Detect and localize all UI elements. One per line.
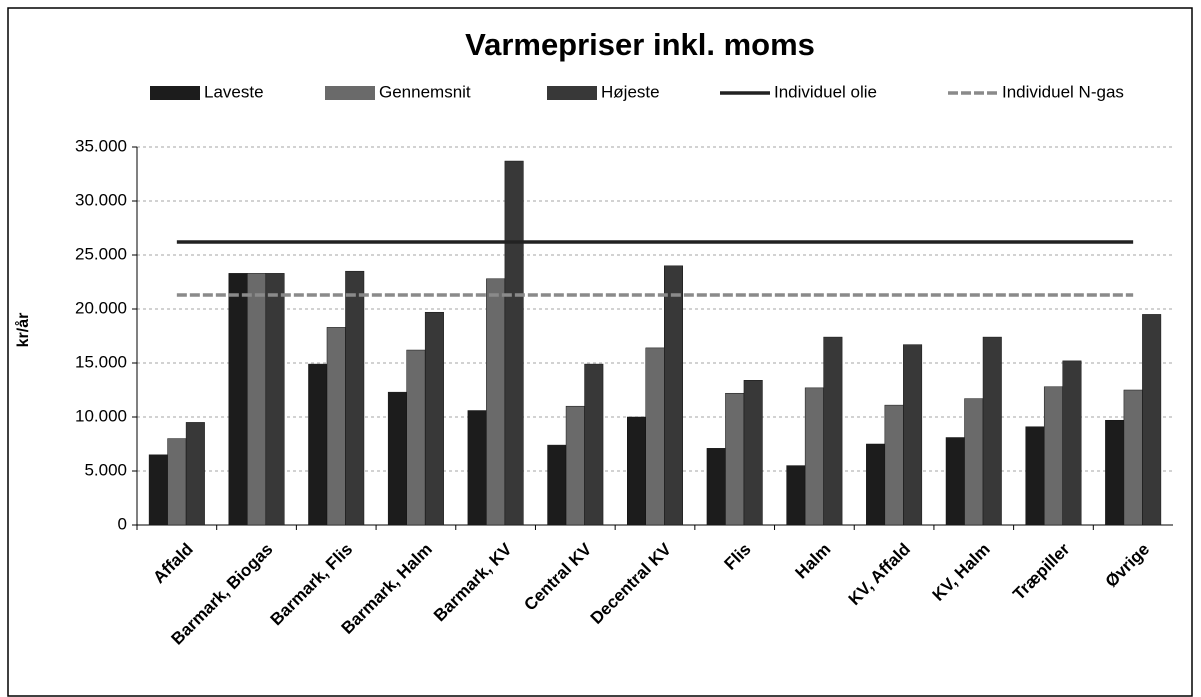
bar [406, 349, 426, 526]
y-tick-label: 25.000 [75, 244, 127, 263]
chart-title: Varmepriser inkl. moms [465, 27, 815, 62]
legend-swatch [150, 86, 200, 100]
legend-swatch [325, 86, 375, 100]
y-axis-label: kr/år [14, 313, 32, 348]
bar [265, 273, 285, 526]
bar [167, 438, 187, 526]
legend-label: Gennemsnit [379, 82, 471, 101]
bar [627, 416, 646, 526]
bar [725, 392, 745, 526]
bar [467, 410, 487, 526]
bar [903, 344, 923, 526]
bar [486, 278, 506, 526]
bar [504, 160, 524, 526]
bar [308, 363, 328, 526]
bar [786, 465, 806, 526]
bar [584, 363, 604, 526]
bar [945, 437, 965, 526]
bar [148, 454, 168, 526]
bar [706, 448, 726, 526]
bar [1043, 386, 1063, 526]
bar [866, 443, 886, 526]
legend-swatch [547, 86, 597, 100]
bar [1105, 419, 1125, 526]
bar [664, 265, 683, 526]
legend-label: Individuel N-gas [1002, 82, 1124, 101]
bar [1142, 314, 1162, 526]
bar [326, 327, 346, 526]
bar [345, 270, 365, 526]
bar [1025, 426, 1045, 526]
bar [804, 387, 824, 526]
bar [228, 273, 248, 526]
bar [982, 336, 1002, 526]
y-tick-label: 5.000 [84, 460, 127, 479]
y-tick-label: 20.000 [75, 298, 127, 317]
bar [185, 422, 205, 526]
bar [884, 404, 904, 526]
y-tick-label: 10.000 [75, 406, 127, 425]
bar [823, 336, 843, 526]
bar [743, 380, 763, 526]
bar [565, 405, 585, 526]
bar [424, 311, 444, 526]
bar [964, 398, 984, 526]
bar [1123, 389, 1143, 526]
bar [1062, 360, 1082, 526]
bar [387, 391, 407, 526]
bar [547, 444, 567, 526]
legend-label: Laveste [204, 82, 264, 101]
legend-label: Højeste [601, 82, 660, 101]
y-tick-label: 15.000 [75, 352, 127, 371]
y-tick-label: 35.000 [75, 136, 127, 155]
y-tick-label: 0 [118, 514, 127, 533]
legend-label: Individuel olie [774, 82, 877, 101]
y-tick-label: 30.000 [75, 190, 127, 209]
bar [247, 273, 267, 526]
bar [645, 347, 665, 526]
